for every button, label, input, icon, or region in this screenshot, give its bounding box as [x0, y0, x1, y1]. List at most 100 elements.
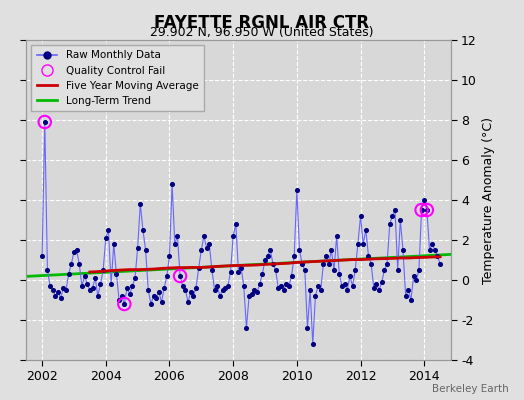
Point — [338, 283, 346, 289]
Text: FAYETTE RGNL AIR CTR: FAYETTE RGNL AIR CTR — [155, 14, 369, 32]
Point — [332, 233, 341, 239]
Point — [152, 295, 160, 301]
Point — [359, 241, 367, 247]
Point — [43, 267, 52, 273]
Point — [187, 289, 195, 295]
Point — [102, 235, 110, 241]
Point — [147, 301, 155, 307]
Point — [155, 289, 163, 295]
Point — [285, 283, 293, 289]
Point — [80, 273, 89, 279]
Point — [401, 293, 410, 299]
Point — [279, 287, 288, 293]
Point — [62, 287, 70, 293]
Point — [383, 261, 391, 267]
Point — [242, 325, 250, 331]
Point — [258, 271, 267, 277]
Point — [112, 271, 121, 277]
Point — [436, 261, 444, 267]
Point — [176, 273, 184, 279]
Point — [171, 241, 179, 247]
Point — [271, 267, 280, 273]
Point — [277, 283, 285, 289]
Point — [70, 249, 78, 255]
Point — [369, 285, 378, 291]
Point — [335, 271, 344, 277]
Point — [136, 201, 145, 207]
Point — [160, 285, 168, 291]
Point — [75, 261, 83, 267]
Point — [290, 253, 298, 259]
Point — [269, 261, 277, 267]
Point — [250, 287, 259, 293]
Point — [157, 299, 166, 305]
Point — [343, 287, 352, 293]
Point — [208, 267, 216, 273]
Point — [197, 247, 205, 253]
Point — [40, 119, 49, 125]
Point — [89, 285, 97, 291]
Point — [176, 273, 184, 279]
Point — [107, 281, 115, 287]
Point — [72, 247, 81, 253]
Point — [184, 299, 192, 305]
Point — [86, 287, 94, 293]
Point — [131, 275, 139, 281]
Point — [149, 293, 158, 299]
Point — [205, 241, 213, 247]
Point — [59, 285, 68, 291]
Point — [253, 289, 261, 295]
Point — [226, 269, 235, 275]
Point — [99, 267, 107, 273]
Point — [364, 253, 373, 259]
Point — [423, 207, 431, 213]
Point — [224, 283, 232, 289]
Point — [367, 261, 375, 267]
Y-axis label: Temperature Anomaly (°C): Temperature Anomaly (°C) — [483, 116, 496, 284]
Point — [261, 257, 269, 263]
Point — [348, 283, 357, 289]
Point — [117, 293, 126, 299]
Point — [425, 247, 434, 253]
Point — [115, 297, 123, 303]
Point — [173, 233, 182, 239]
Point — [49, 287, 57, 293]
Point — [264, 253, 272, 259]
Point — [192, 285, 200, 291]
Point — [168, 181, 176, 187]
Point — [232, 221, 240, 227]
Point — [202, 245, 211, 251]
Point — [194, 265, 203, 271]
Point — [414, 267, 423, 273]
Point — [423, 207, 431, 213]
Point — [120, 301, 128, 307]
Point — [91, 275, 100, 281]
Point — [54, 289, 62, 295]
Point — [418, 207, 426, 213]
Point — [396, 217, 405, 223]
Point — [162, 273, 171, 279]
Point — [67, 261, 75, 267]
Point — [372, 281, 380, 287]
Point — [346, 273, 354, 279]
Point — [314, 283, 322, 289]
Point — [327, 247, 335, 253]
Point — [412, 277, 420, 283]
Point — [229, 233, 237, 239]
Point — [391, 207, 399, 213]
Point — [237, 265, 245, 271]
Point — [351, 267, 359, 273]
Point — [319, 261, 328, 267]
Point — [221, 285, 230, 291]
Point — [386, 221, 394, 227]
Point — [356, 213, 365, 219]
Point — [213, 283, 222, 289]
Point — [431, 247, 439, 253]
Point — [245, 293, 253, 299]
Point — [274, 285, 282, 291]
Point — [110, 241, 118, 247]
Point — [139, 227, 147, 233]
Point — [309, 341, 317, 347]
Point — [141, 247, 150, 253]
Point — [38, 253, 46, 259]
